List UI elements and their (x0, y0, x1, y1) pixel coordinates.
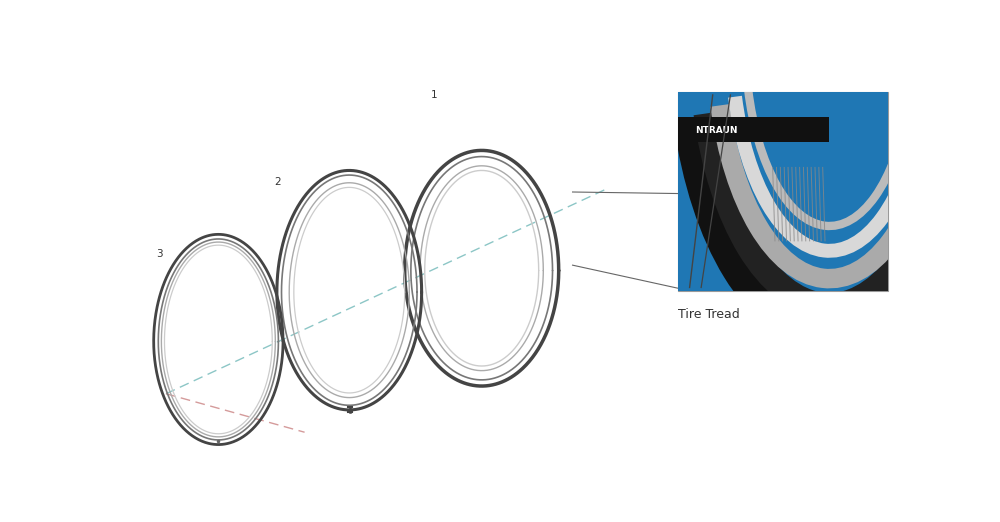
Bar (678, 117, 829, 142)
Text: 3: 3 (157, 248, 163, 258)
Text: 1: 1 (431, 90, 437, 100)
Circle shape (427, 88, 441, 102)
Bar (678, 92, 888, 291)
Bar (678, 92, 888, 291)
Text: NTRAUN: NTRAUN (695, 126, 737, 135)
Bar (509, 192, 573, 265)
Text: 2: 2 (274, 177, 281, 187)
Circle shape (271, 175, 285, 189)
Circle shape (153, 247, 167, 260)
Text: Tire Tread: Tire Tread (678, 307, 740, 321)
